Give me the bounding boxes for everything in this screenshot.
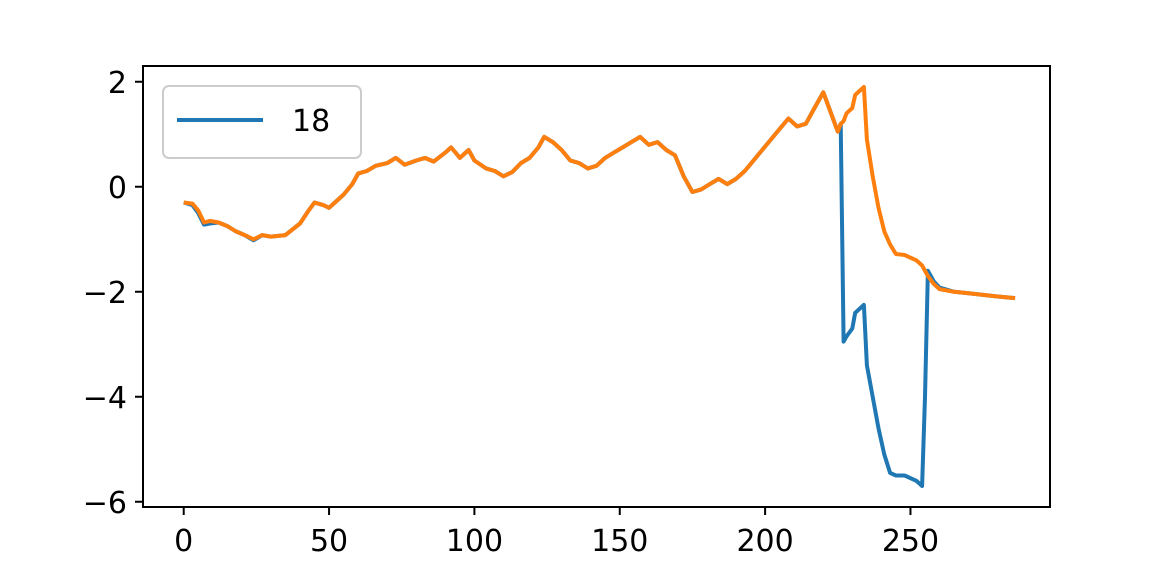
y-axis-ticks: 2 0 −2 −4 −6: [83, 66, 143, 521]
plot-frame: [142, 65, 1051, 508]
series-line-1: [183, 85, 1016, 301]
x-tick-label: 100: [446, 524, 503, 559]
x-axis-ticks: 0 50 100 150 200 250: [174, 507, 939, 559]
legend: 18: [162, 85, 362, 159]
y-tick-label: −2: [83, 276, 127, 311]
x-tick-label: 250: [882, 524, 939, 559]
series-layer: [183, 85, 1016, 488]
y-tick-label: 2: [108, 66, 127, 101]
y-tick-label: 0: [108, 171, 127, 206]
x-tick-label: 0: [174, 524, 193, 559]
legend-label: 18: [292, 104, 330, 139]
y-tick-label: −6: [83, 486, 127, 521]
x-tick-label: 150: [591, 524, 648, 559]
x-tick-label: 50: [310, 524, 348, 559]
x-tick-label: 200: [736, 524, 793, 559]
y-tick-label: −4: [83, 381, 127, 416]
